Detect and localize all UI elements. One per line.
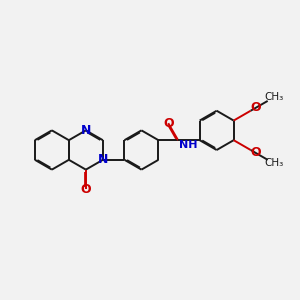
- Text: O: O: [163, 117, 174, 130]
- Text: NH: NH: [178, 140, 197, 149]
- Text: O: O: [80, 183, 91, 196]
- Text: CH₃: CH₃: [264, 158, 283, 168]
- Text: N: N: [98, 153, 108, 166]
- Text: CH₃: CH₃: [264, 92, 283, 103]
- Text: O: O: [250, 146, 261, 159]
- Text: N: N: [81, 124, 91, 137]
- Text: O: O: [250, 101, 261, 114]
